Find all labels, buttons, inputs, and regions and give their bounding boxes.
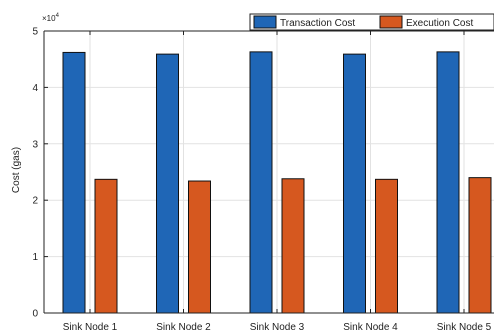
x-tick-label: Sink Node 1	[63, 322, 118, 333]
x-tick-label: Sink Node 3	[250, 322, 305, 333]
y-tick-label: 1	[32, 252, 38, 263]
legend-label-transaction-cost: Transaction Cost	[280, 18, 355, 29]
y-tick-label: 3	[32, 139, 38, 150]
y-axis-label: Cost (gas)	[11, 147, 22, 193]
legend: Transaction Cost Execution Cost	[249, 13, 494, 31]
x-tick-label: Sink Node 4	[343, 322, 398, 333]
bar-execution-cost-1	[94, 178, 118, 314]
y-tick-labels: 0 1 2 3 4 5	[32, 27, 38, 320]
bar-transaction-cost-2	[156, 53, 179, 314]
x-tick-label: Sink Node 2	[156, 322, 211, 333]
bar-transaction-cost-3	[249, 51, 273, 314]
x-tick-labels: Sink Node 1 Sink Node 2 Sink Node 3 Sink No…	[63, 322, 492, 333]
legend-swatch-transaction-cost	[253, 15, 277, 29]
y-tick-label: 2	[32, 196, 38, 207]
legend-box	[249, 13, 494, 31]
y-tick-label: 0	[32, 309, 38, 320]
bar-execution-cost-2	[188, 180, 211, 314]
y-axis-exponent: ×104	[42, 13, 60, 23]
legend-label-execution-cost: Execution Cost	[406, 18, 473, 29]
bar-transaction-cost-4	[343, 53, 366, 314]
bar-transaction-cost-1	[62, 51, 86, 314]
y-tick-label: 5	[32, 27, 38, 38]
bar-execution-cost-3	[281, 178, 305, 314]
x-tick-label: Sink Node 5	[437, 322, 492, 333]
bar-execution-cost-5	[468, 177, 492, 314]
y-tick-label: 4	[32, 83, 38, 94]
axes	[43, 30, 494, 314]
legend-swatch-execution-cost	[379, 15, 403, 29]
bar-transaction-cost-5	[436, 51, 460, 314]
bar-execution-cost-4	[375, 178, 398, 314]
